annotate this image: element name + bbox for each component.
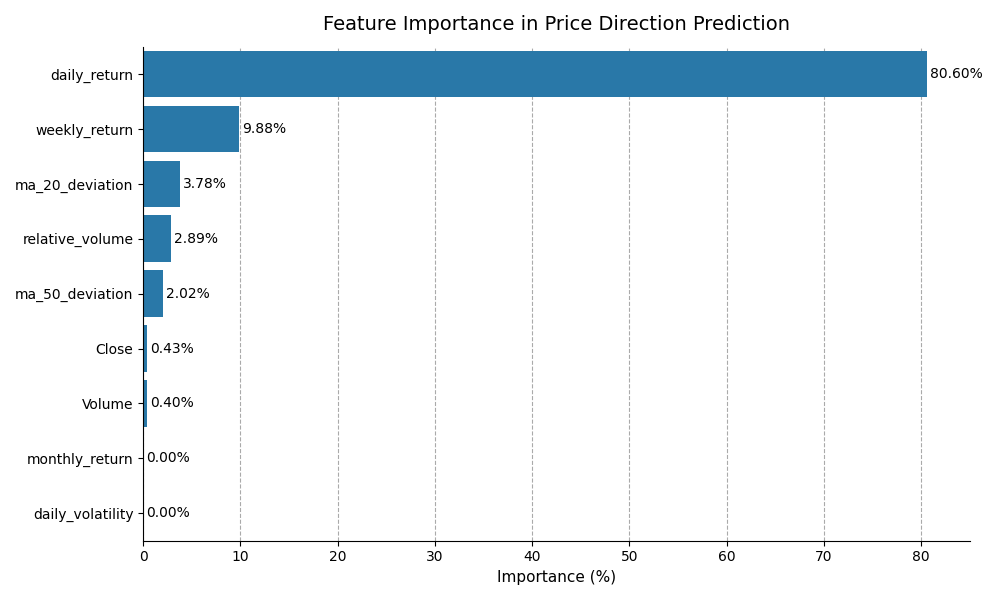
Text: 9.88%: 9.88% [242, 122, 286, 136]
Bar [143, 325, 147, 372]
Text: 0.00%: 0.00% [146, 451, 190, 466]
Bar [143, 51, 927, 97]
Bar [143, 380, 147, 427]
Text: 0.40%: 0.40% [150, 397, 194, 410]
Text: 0.43%: 0.43% [150, 341, 194, 356]
Text: 2.89%: 2.89% [174, 232, 218, 246]
Bar [143, 106, 239, 152]
Text: 2.02%: 2.02% [166, 287, 209, 301]
Text: 3.78%: 3.78% [183, 177, 227, 191]
Text: 0.00%: 0.00% [146, 506, 190, 520]
Bar [143, 161, 180, 207]
X-axis label: Importance (%): Importance (%) [497, 570, 616, 585]
Bar [143, 271, 163, 317]
Bar [143, 215, 171, 262]
Text: 80.60%: 80.60% [930, 67, 983, 81]
Title: Feature Importance in Price Direction Prediction: Feature Importance in Price Direction Pr… [323, 15, 790, 34]
